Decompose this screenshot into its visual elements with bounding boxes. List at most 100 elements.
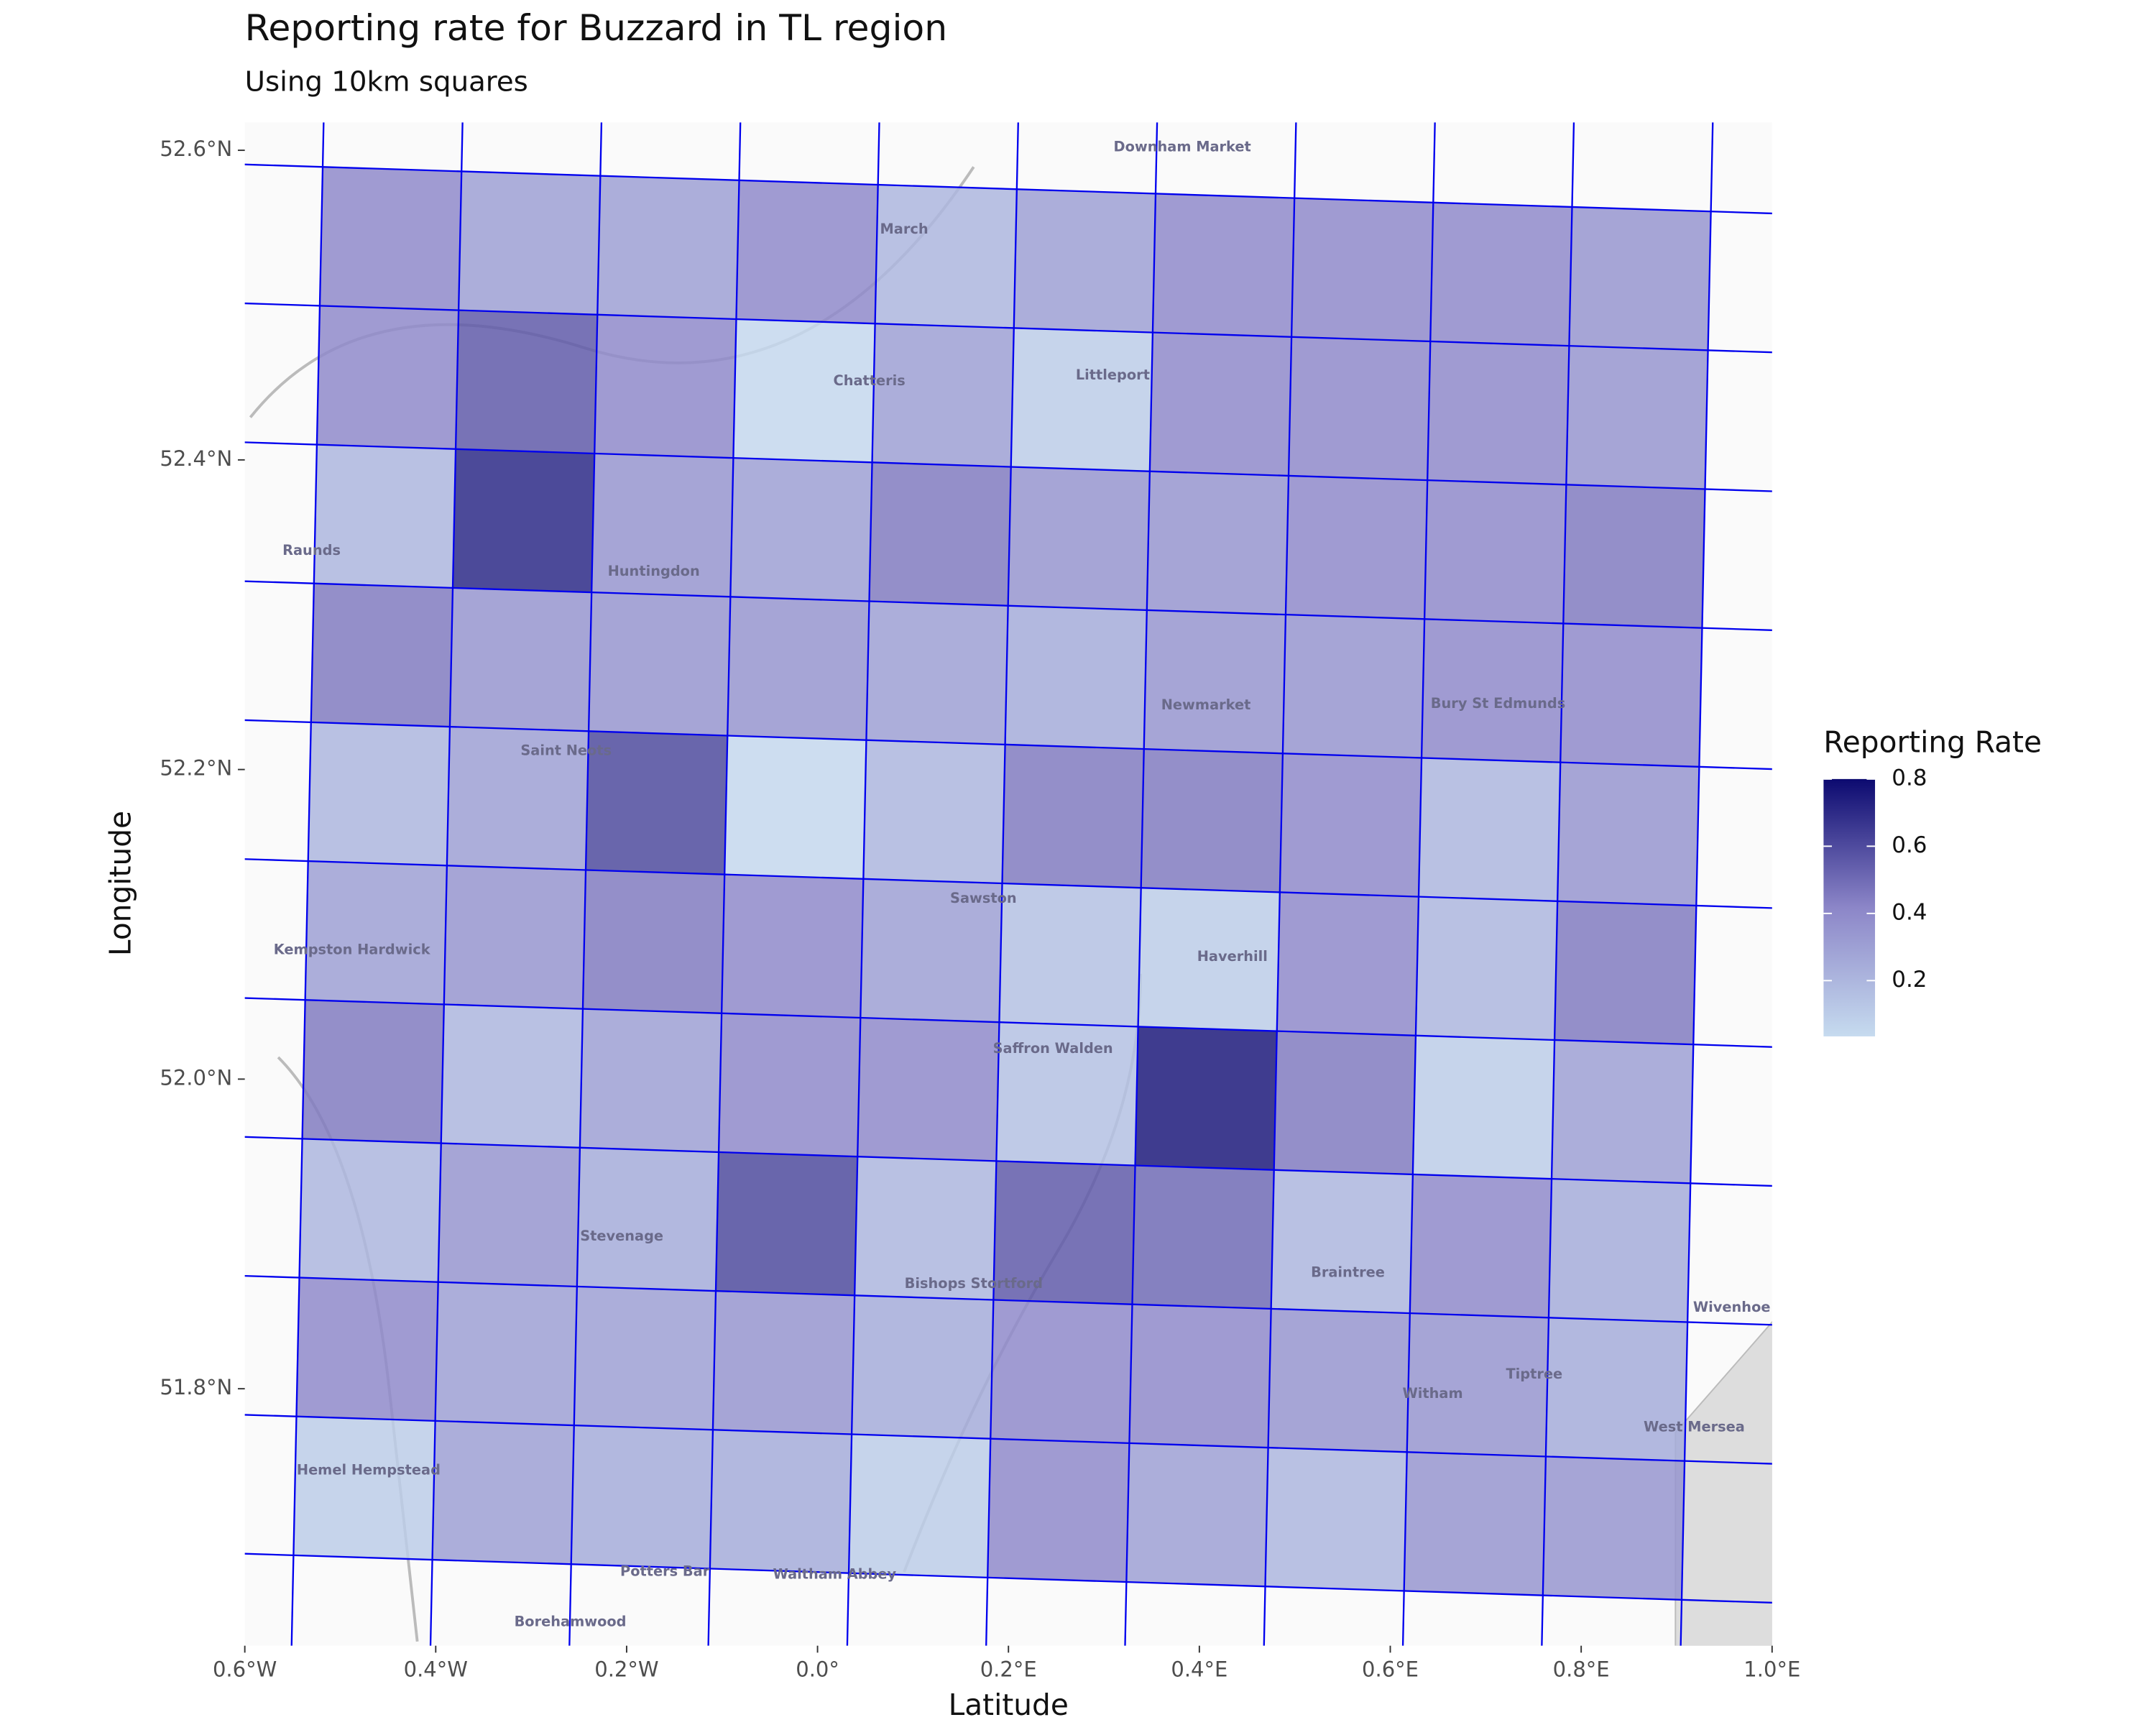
grid-cell [1415,896,1558,1040]
place-label: Downham Market [1114,139,1251,155]
grid-cell [1285,475,1428,620]
legend-tick-label: 0.4 [1892,899,1927,925]
grid-cell [1271,1169,1413,1314]
grid-cell [1412,1035,1555,1179]
grid-cell [1404,1452,1546,1596]
grid-cell [1129,1304,1271,1448]
grid-cell [316,305,459,449]
place-label: March [880,221,929,237]
grid-cell [854,1156,997,1300]
y-tick-label: 52.4°N [160,446,232,471]
grid-cell [1566,346,1708,489]
grid-cell [730,458,872,602]
place-label: Saffron Walden [993,1040,1113,1057]
grid-cell [866,601,1008,745]
grid-cell [1545,1317,1688,1461]
legend-colorbar [1823,778,1876,1036]
x-tick-label: 0.2°W [594,1657,658,1682]
grid-cell [1557,762,1700,906]
grid-cell [1282,615,1425,758]
grid-cell [1430,202,1572,346]
place-label: Kempston Hardwick [274,941,431,957]
grid-cell [1126,1443,1268,1587]
grid-cell [586,731,728,875]
place-label: Newmarket [1161,696,1251,713]
place-label: Potters Bar [620,1563,710,1580]
place-label: Braintree [1311,1264,1385,1280]
grid-cell [1291,198,1434,341]
y-tick-label: 52.6°N [160,137,232,161]
x-axis-title: Latitude [949,1688,1069,1722]
grid-cell [987,1438,1130,1583]
place-label: Hemel Hempstead [297,1461,441,1478]
square-boundary [1541,122,1575,1646]
grid-cell [715,1151,858,1296]
legend-tick-label: 0.2 [1892,967,1927,993]
grid-cell [712,1291,855,1435]
legend-tick-label: 0.6 [1892,832,1927,858]
place-label: Witham [1402,1385,1462,1402]
chart-title: Reporting rate for Buzzard in TL region [245,6,947,49]
grid-cell [724,735,867,879]
y-axis-title: Longitude [103,811,137,956]
grid-cell [1422,619,1564,763]
plot-area: Downham Market March Chatteris Littleport Hu… [244,122,1772,1646]
grid-cell [305,861,447,1005]
grid-cell [1013,189,1156,333]
square-boundary [244,1274,1772,1326]
grid-cell [296,1277,438,1421]
x-tick-label: 0.6°E [1362,1657,1419,1682]
grid-cell [441,1004,583,1148]
place-label: Tiptree [1506,1366,1562,1382]
legend-tick-label: 0.8 [1892,765,1927,791]
grid-cell [1276,892,1419,1036]
grid-cell [1268,1308,1410,1453]
square-boundary [244,1136,1772,1187]
grid-cell [310,583,453,727]
place-label: Haverhill [1197,948,1268,965]
grid-cell [1146,471,1289,615]
grid-cell [999,883,1141,1027]
grid-cell [573,1286,716,1430]
grid-cell [302,1000,444,1144]
grid-cell [863,740,1005,884]
grid-cell [1406,1313,1549,1457]
grid-cell [996,1022,1138,1166]
grid-cell [591,453,734,597]
grid-cell [443,865,586,1009]
square-boundary [1401,122,1436,1646]
grid-cell [1542,1456,1685,1600]
grid-cell [872,323,1014,467]
x-tick-label: 1.0°E [1743,1657,1800,1682]
grid-cell [313,444,456,588]
square-boundary [244,858,1772,909]
grid-cell [1005,605,1147,750]
y-tick-label: 52.2°N [160,756,232,781]
grid-cell [308,722,450,866]
place-label: Raunds [282,542,341,558]
grid-cell [1141,749,1283,893]
x-tick-label: 0.4°E [1171,1657,1227,1682]
grid-cell [1289,336,1431,481]
grid-cell [432,1420,574,1565]
grid-cell [299,1138,441,1282]
place-label: Littleport [1076,367,1150,383]
grid-cell [1138,888,1280,1031]
grid-cell [1569,207,1711,351]
place-label: Bishops Stortford [905,1275,1043,1292]
grid-cell [589,592,731,736]
grid-cell [449,587,592,732]
grid-cell [571,1425,713,1569]
grid-cell [1563,484,1705,628]
grid-cell [1424,480,1567,624]
y-tick-label: 52.0°N [160,1065,232,1090]
grid-cell [1143,610,1286,754]
grid-cell [727,597,870,740]
grid-cell [736,180,878,324]
grid-cell [293,1416,436,1560]
x-tick-label: 0.6°W [213,1657,277,1682]
grid-cell [446,727,589,870]
place-label: Bury St Edmunds [1431,695,1565,712]
grid-cell [594,314,737,459]
